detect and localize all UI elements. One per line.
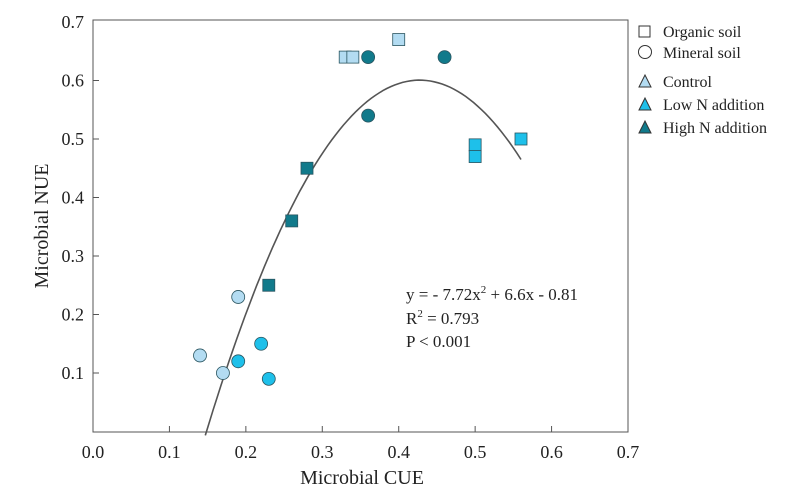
legend-triangle-icon	[638, 96, 652, 111]
data-point-square	[468, 138, 482, 152]
y-tick-label: 0.2	[62, 305, 85, 325]
legend-label: High N addition	[663, 120, 767, 137]
data-point-circle	[437, 50, 452, 64]
y-tick-label: 0.5	[62, 129, 85, 149]
legend-label: Control	[663, 74, 712, 91]
x-tick-label: 0.2	[235, 442, 258, 462]
data-point-circle	[231, 290, 246, 304]
y-tick-label: 0.3	[62, 246, 85, 266]
x-tick-label: 0.7	[617, 442, 640, 462]
fit-curve	[204, 79, 522, 436]
legend-circle-icon	[638, 45, 652, 59]
data-point-circle	[254, 336, 269, 351]
legend-triangle-icon	[638, 119, 652, 134]
p-value-text: P < 0.001	[406, 332, 471, 351]
legend-square-icon	[638, 25, 651, 38]
y-axis-label: Microbial NUE	[31, 164, 53, 289]
legend-triangle-icon	[638, 73, 652, 88]
y-tick-label: 0.1	[62, 363, 85, 383]
data-point-square	[262, 278, 276, 292]
x-axis-label: Microbial CUE	[300, 467, 424, 489]
equation-text: y = - 7.72x2 + 6.6x - 0.81	[406, 284, 578, 304]
data-point-square	[300, 161, 314, 175]
data-point-square	[285, 214, 299, 228]
plot-frame	[92, 19, 629, 433]
legend-label: Mineral soil	[663, 45, 741, 62]
x-tick-label: 0.3	[311, 442, 334, 462]
data-point-square	[346, 50, 360, 64]
x-tick-label: 0.4	[387, 442, 410, 462]
x-tick-label: 0.5	[464, 442, 487, 462]
y-tick-label: 0.7	[62, 12, 85, 32]
r2-text: R2 = 0.793	[406, 308, 479, 328]
x-tick-label: 0.6	[540, 442, 563, 462]
y-tick-label: 0.4	[62, 188, 85, 208]
y-tick-label: 0.6	[62, 71, 85, 91]
legend-label: Organic soil	[663, 24, 742, 41]
fit-annotation: y = - 7.72x2 + 6.6x - 0.81 R2 = 0.793 P …	[406, 284, 578, 351]
legend-label: Low N addition	[663, 97, 764, 114]
legend: Organic soil Mineral soil Control Low N …	[638, 24, 767, 137]
data-point-circle	[193, 348, 207, 363]
data-point-circle	[261, 371, 276, 386]
x-tick-label: 0.1	[158, 442, 181, 462]
data-point-square	[392, 33, 406, 46]
data-point-circle	[361, 50, 376, 64]
data-point-circle	[231, 354, 246, 369]
data-point-square	[468, 150, 482, 163]
data-point-square	[514, 132, 528, 146]
data-point-circle	[361, 108, 376, 123]
data-point-circle	[216, 366, 230, 380]
x-tick-label: 0.0	[82, 442, 105, 462]
